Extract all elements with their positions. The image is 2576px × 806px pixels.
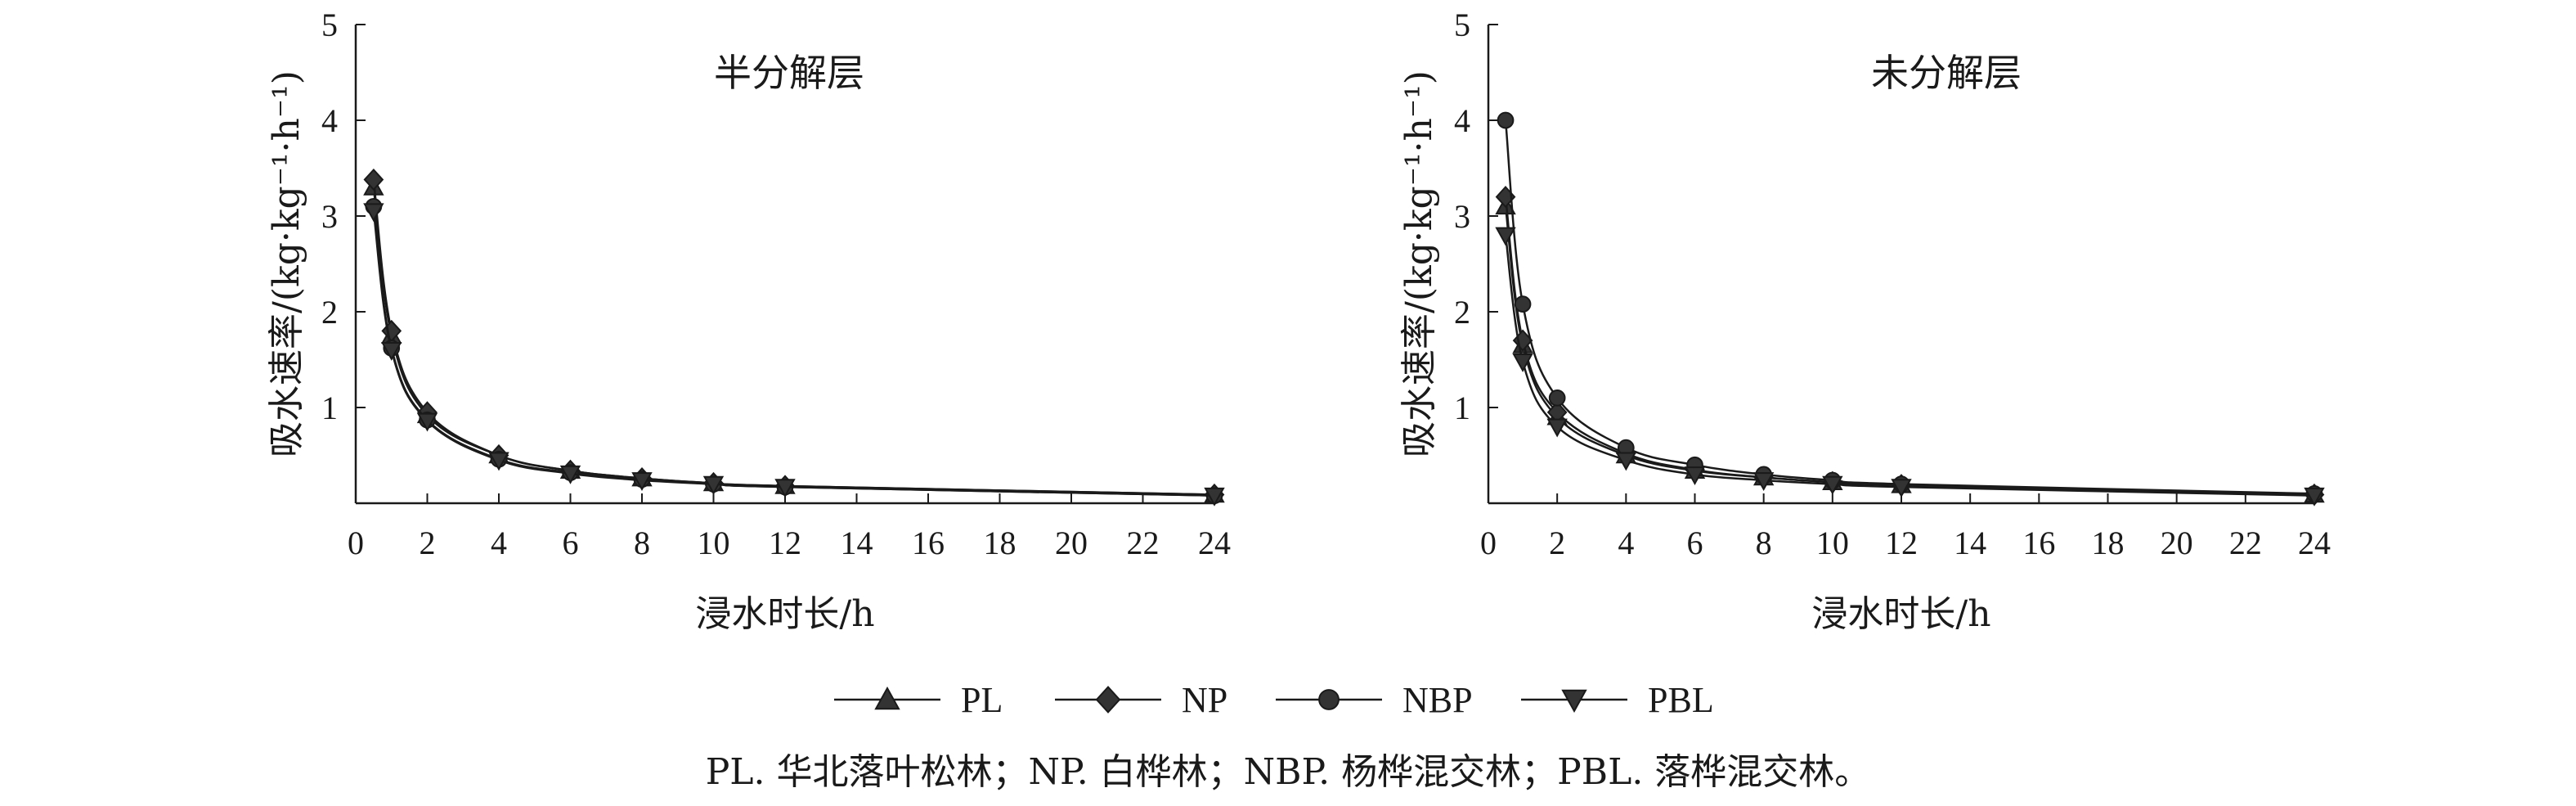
data-point-NP [363, 168, 384, 191]
data-point-PBL [1752, 472, 1775, 491]
data-point-PBL [1495, 227, 1516, 246]
series-line-PBL [1504, 235, 2315, 497]
series-PBL [363, 203, 1225, 507]
x-tick-label: 10 [1816, 525, 1849, 561]
x-tick-label: 8 [634, 525, 650, 561]
x-tick-label: 14 [1954, 525, 1986, 561]
series-line-NBP [1504, 119, 2315, 495]
data-point-PBL [1204, 487, 1225, 507]
x-tick-label: 6 [1687, 525, 1703, 561]
y-tick-label: 5 [321, 7, 338, 43]
panel-title: 半分解层 [714, 51, 864, 95]
data-point-PBL [1615, 452, 1637, 471]
chart-panel-2: 0 2 4 6 8 10 12 14 16 18 20 22 2412345未分解层浸水时长/h吸水速率… [1398, 7, 2331, 635]
x-tick-label: 4 [1618, 525, 1634, 561]
y-tick-label: 5 [1454, 7, 1470, 43]
data-point-PBL [1512, 353, 1533, 372]
x-tick-label: 6 [563, 525, 579, 561]
y-tick-label: 2 [321, 294, 338, 331]
y-tick-label: 1 [1454, 389, 1470, 426]
legend: PL NP NBP PBL [834, 680, 1714, 720]
x-tick-label: 0 [348, 525, 364, 561]
chart-panels: 0 2 4 6 8 10 12 14 16 18 20 22 2412345半分解层浸水时长/h吸水速率… [266, 7, 2331, 635]
legend-label: PL [961, 680, 1003, 720]
figure-caption: PL. 华北落叶松林；NP. 白桦林；NBP. 杨桦混交林；PBL. 落桦混交林… [706, 751, 1871, 793]
legend-item-PL: PL [834, 680, 1003, 720]
y-axis-title: 吸水速率/(kg·kg⁻¹·h⁻¹) [1398, 70, 1440, 457]
data-point-NBP [1514, 295, 1532, 313]
legend-marker-PL [874, 686, 900, 710]
data-point-PBL [488, 452, 509, 471]
legend-label: PBL [1648, 680, 1714, 720]
data-point-PBL [416, 412, 438, 432]
y-tick-label: 4 [321, 102, 338, 139]
x-tick-label: 0 [1480, 525, 1497, 561]
series-line-PBL [372, 210, 1215, 497]
y-tick-label: 1 [321, 389, 338, 426]
x-tick-label: 18 [2092, 525, 2125, 561]
x-tick-label: 16 [2022, 525, 2055, 561]
x-tick-label: 16 [912, 525, 945, 561]
y-tick-label: 2 [1454, 294, 1470, 331]
x-tick-label: 20 [2161, 525, 2193, 561]
x-tick-label: 8 [1756, 525, 1772, 561]
data-point-PBL [559, 465, 581, 484]
panel-title: 未分解层 [1871, 51, 2022, 95]
data-point-PBL [381, 342, 402, 361]
x-axis-title: 浸水时长/h [695, 593, 874, 635]
y-tick-label: 4 [1454, 102, 1470, 139]
x-tick-label: 4 [491, 525, 507, 561]
x-tick-label: 22 [1127, 525, 1160, 561]
data-point-NBP [1548, 389, 1566, 407]
data-point-PBL [631, 472, 653, 491]
legend-item-PBL: PBL [1521, 680, 1714, 720]
x-axis-title: 浸水时长/h [1811, 593, 1990, 635]
data-point-PBL [1891, 479, 1912, 498]
data-point-PBL [774, 479, 796, 498]
x-tick-label: 24 [2298, 525, 2331, 561]
y-tick-label: 3 [321, 198, 338, 235]
legend-item-NP: NP [1055, 680, 1227, 720]
legend-label: NP [1182, 680, 1227, 720]
x-tick-label: 20 [1055, 525, 1088, 561]
legend-label: NBP [1402, 680, 1473, 720]
legend-marker-PBL [1561, 689, 1587, 714]
data-point-PBL [1822, 475, 1843, 495]
series-PBL [1495, 227, 2325, 507]
x-tick-label: 24 [1198, 525, 1231, 561]
x-tick-label: 2 [1549, 525, 1565, 561]
data-point-NBP [1497, 111, 1515, 129]
x-tick-label: 22 [2229, 525, 2262, 561]
data-point-PBL [702, 475, 725, 495]
x-tick-label: 14 [841, 525, 873, 561]
x-tick-label: 18 [984, 525, 1016, 561]
x-tick-label: 10 [698, 525, 730, 561]
data-point-PBL [2304, 487, 2325, 507]
chart-panel-1: 0 2 4 6 8 10 12 14 16 18 20 22 2412345半分解层浸水时长/h吸水速率… [266, 7, 1231, 635]
legend-marker-NBP [1318, 689, 1340, 710]
y-tick-label: 3 [1454, 198, 1470, 235]
data-point-PBL [1684, 466, 1706, 485]
x-tick-label: 12 [769, 525, 801, 561]
y-axis-title: 吸水速率/(kg·kg⁻¹·h⁻¹) [266, 70, 307, 457]
x-tick-label: 2 [420, 525, 436, 561]
x-tick-label: 12 [1885, 525, 1918, 561]
legend-item-NBP: NBP [1276, 680, 1473, 720]
data-point-PBL [363, 203, 384, 223]
legend-marker-NP [1095, 686, 1121, 714]
series-NBP [1497, 111, 2323, 502]
data-point-PBL [1546, 418, 1568, 438]
